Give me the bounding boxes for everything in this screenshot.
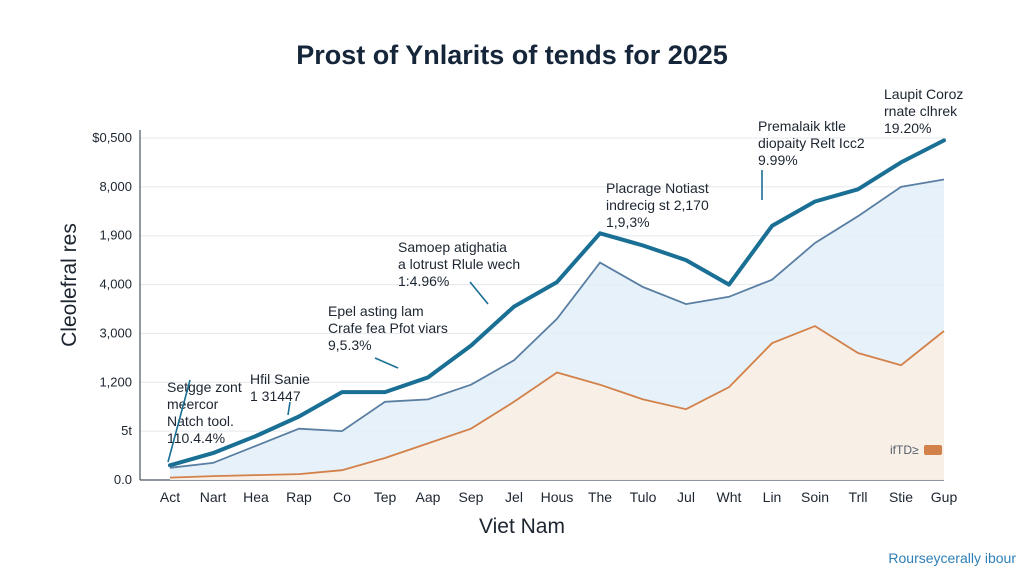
x-tick-label: Rap [286,489,312,505]
corner-label: ifTD≥ [890,443,919,457]
x-tick-label: Soin [801,489,829,505]
annotation-text: 19.20% [884,120,931,136]
annotation-text: 9.99% [758,152,798,168]
annotation-text: 1:4.96% [398,273,449,289]
x-axis-label: Viet Nam [479,515,565,538]
annotation-text: Samoep atighatia [398,239,507,255]
y-axis-label: Cleolefral res [58,223,81,347]
annotation-pointer [167,379,191,463]
corner-swatch [924,445,942,455]
annotation-text: meercor [167,396,219,412]
x-tick-label: The [588,489,612,505]
x-tick-label: Jul [677,489,695,505]
y-tick-label: 4,000 [99,277,132,292]
x-tick-label: Stie [889,489,913,505]
x-tick-label: Co [333,489,351,505]
annotation-pointer [287,401,291,416]
annotation-pointer [374,357,399,369]
x-tick-label: Gup [931,489,958,505]
annotation-text: a lotrust Rlule wech [398,256,520,272]
y-tick-label: 5t [121,423,132,438]
x-tick-label: Hea [243,489,269,505]
x-tick-label: Lin [763,489,782,505]
x-tick-label: Sep [459,489,484,505]
annotation-pointer [469,281,489,305]
annotation-text: Premalaik ktle [758,118,846,134]
x-tick-label: Jel [505,489,523,505]
footer-text: Rourseycerally ibour [888,550,1016,566]
series-line [168,138,946,468]
x-tick-label: Act [160,489,180,505]
y-tick-label: 3,000 [99,325,132,340]
x-tick-labels: Act Nart Hea Rap Co Tep Aap Sep Jel Hous The Tulo Ju… [160,489,958,505]
y-tick-label: $0,500 [92,130,132,145]
annotation-text: Laupit Coroz [884,86,963,102]
annotation-text: rnate clhrek [884,103,958,119]
y-tick-label: 0.0 [114,472,132,487]
x-tick-label: Wht [717,489,742,505]
annotation-text: Setgge zont [167,379,242,395]
y-tick-label: 1,900 [99,228,132,243]
chart-title: Prost of Ynlarits of tends for 2025 [296,40,728,70]
x-tick-label: Tulo [630,489,657,505]
annotation-text: Placrage Notiast [606,180,709,196]
annotation-text: 1 31447 [250,388,301,404]
corner-badge: ifTD≥ [890,443,942,457]
series-line [169,325,945,479]
series-line [169,178,945,469]
annotation-text: indrecig st 2,170 [606,197,709,213]
annotation-text: diopaity Relt Icc2 [758,135,865,151]
annotation-text: Natch tool. [167,413,234,429]
x-tick-label: Hous [541,489,574,505]
x-tick-label: Nart [200,489,227,505]
annotation-text: Crafe fea Pfot viars [328,320,448,336]
series-lines [168,138,946,479]
y-tick-label: 1,200 [99,374,132,389]
annotation-text: 9,5.3% [328,337,372,353]
y-tick-labels: 0.0 5t 1,200 3,000 4,000 1,900 8,000 $0,500 [92,130,132,487]
x-tick-label: Tep [374,489,397,505]
annotation-text: 1,9,3% [606,214,650,230]
area-fills [170,179,944,480]
annotation-text: Hfil Sanie [250,371,310,387]
x-tick-label: Trll [849,489,868,505]
series-area [170,326,944,480]
y-tick-label: 8,000 [99,179,132,194]
annotation-text: Epel asting lam [328,303,424,319]
x-tick-label: Aap [416,489,441,505]
annotation-text: 110.4.4% [167,430,225,446]
